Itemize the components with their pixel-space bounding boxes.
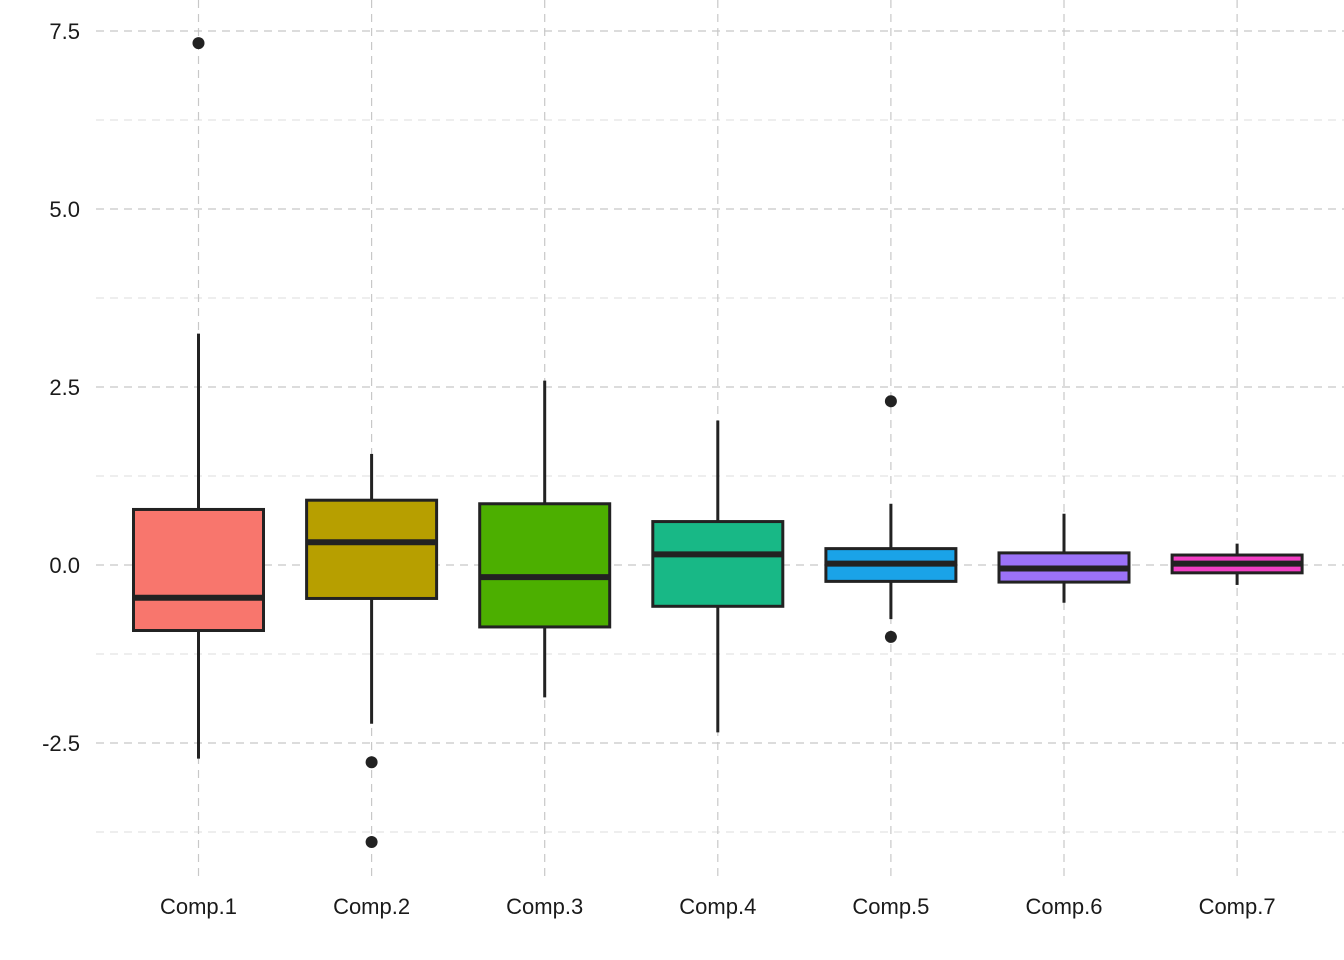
box-Comp.5 [824, 395, 958, 643]
box-Comp.1 [132, 37, 265, 759]
y-axis-tick-labels: -2.5 0.0 2.5 5.0 7.5 [42, 19, 80, 756]
box-iqr [478, 502, 612, 629]
box-iqr [651, 520, 785, 608]
boxes [132, 37, 1304, 848]
box-Comp.6 [997, 513, 1131, 603]
outlier-point [192, 37, 205, 50]
box-iqr [305, 498, 439, 600]
x-tick-label: Comp.4 [679, 894, 756, 919]
outlier-point [365, 835, 378, 848]
box-Comp.7 [1170, 543, 1304, 585]
x-tick-label: Comp.2 [333, 894, 410, 919]
y-tick-label: -2.5 [42, 731, 80, 756]
box-Comp.3 [478, 380, 612, 698]
outlier-point [365, 756, 378, 769]
x-axis-tick-labels: Comp.1 Comp.2 Comp.3 Comp.4 Comp.5 Comp.6 Comp… [160, 894, 1276, 919]
x-tick-label: Comp.7 [1199, 894, 1276, 919]
y-tick-label: 5.0 [49, 197, 80, 222]
box-Comp.4 [651, 420, 785, 733]
y-tick-label: 7.5 [49, 19, 80, 44]
grid-lines [96, 0, 1344, 880]
y-tick-label: 0.0 [49, 553, 80, 578]
x-tick-label: Comp.5 [852, 894, 929, 919]
outlier-point [884, 395, 897, 408]
y-tick-label: 2.5 [49, 375, 80, 400]
outlier-point [884, 630, 897, 643]
x-tick-label: Comp.6 [1025, 894, 1102, 919]
box-iqr [132, 507, 265, 633]
x-tick-label: Comp.1 [160, 894, 237, 919]
x-tick-label: Comp.3 [506, 894, 583, 919]
box-Comp.2 [305, 453, 439, 848]
